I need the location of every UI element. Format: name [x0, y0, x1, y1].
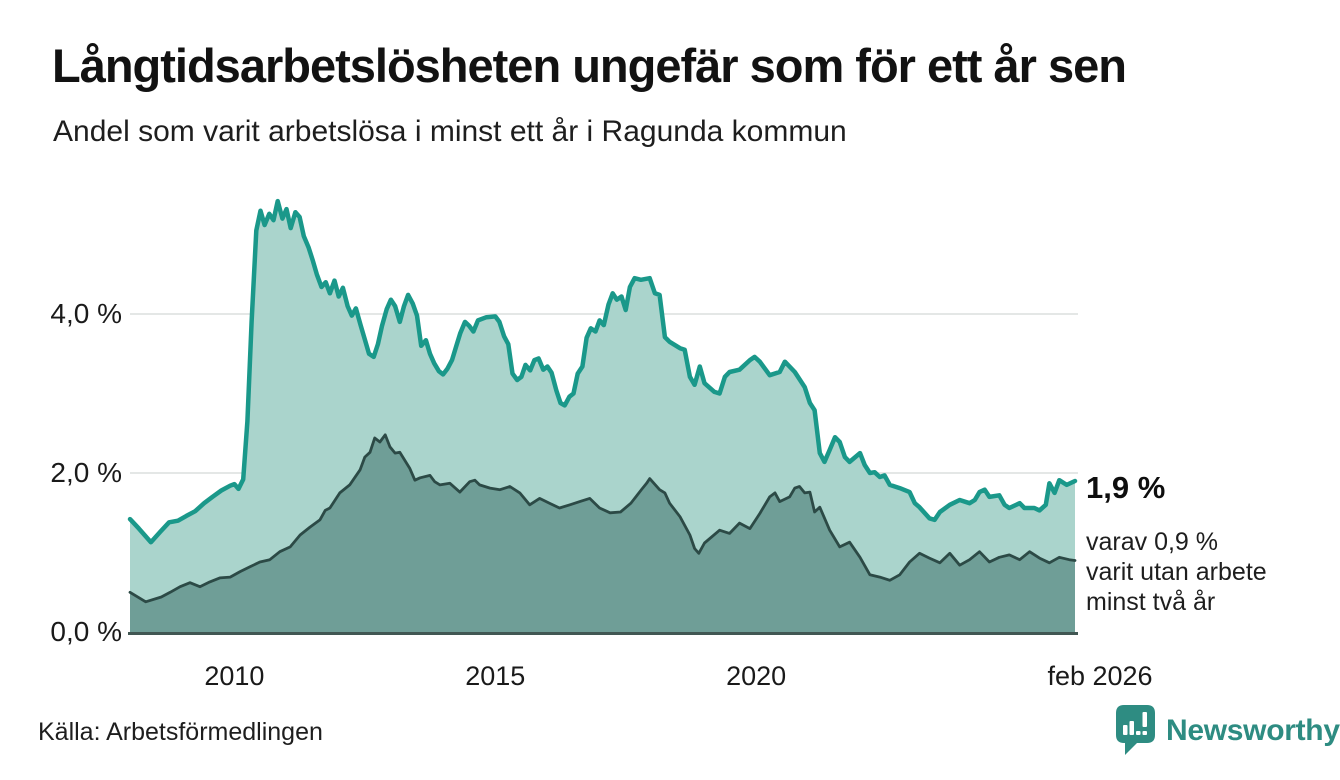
x-tick-2020: 2020: [726, 661, 787, 691]
x-tick-2015: 2015: [465, 661, 526, 691]
series-line-1: [128, 433, 1077, 604]
newsworthy-logo-text: Newsworthy: [1166, 714, 1340, 747]
description-line: varav 0,9 %: [1086, 528, 1219, 556]
newsworthy-logo-icon: [1116, 705, 1155, 755]
chart-subtitle: Andel som varit arbetslösa i minst ett å…: [53, 115, 847, 148]
latest-value-label: 1,9 %: [1086, 470, 1166, 505]
description-line: varit utan arbete: [1086, 558, 1267, 586]
description-line: minst två år: [1086, 588, 1216, 616]
newsworthy-logo: Newsworthy: [1115, 704, 1340, 758]
page-title: Långtidsarbetslösheten ungefär som för e…: [52, 39, 1127, 92]
latest-value-description: varav 0,9 % varit utan arbete minst två …: [1086, 527, 1267, 617]
y-tick-0: 0,0 %: [50, 616, 122, 647]
y-tick-4: 4,0 %: [50, 298, 122, 329]
source-label: Källa: Arbetsförmedlingen: [38, 718, 323, 746]
x-tick-2010: 2010: [204, 661, 265, 691]
series-area-1: [130, 434, 1075, 632]
series-line-0: [127, 198, 1078, 545]
y-tick-2: 2,0 %: [50, 457, 122, 488]
x-tick-feb-2026: feb 2026: [1047, 661, 1153, 691]
